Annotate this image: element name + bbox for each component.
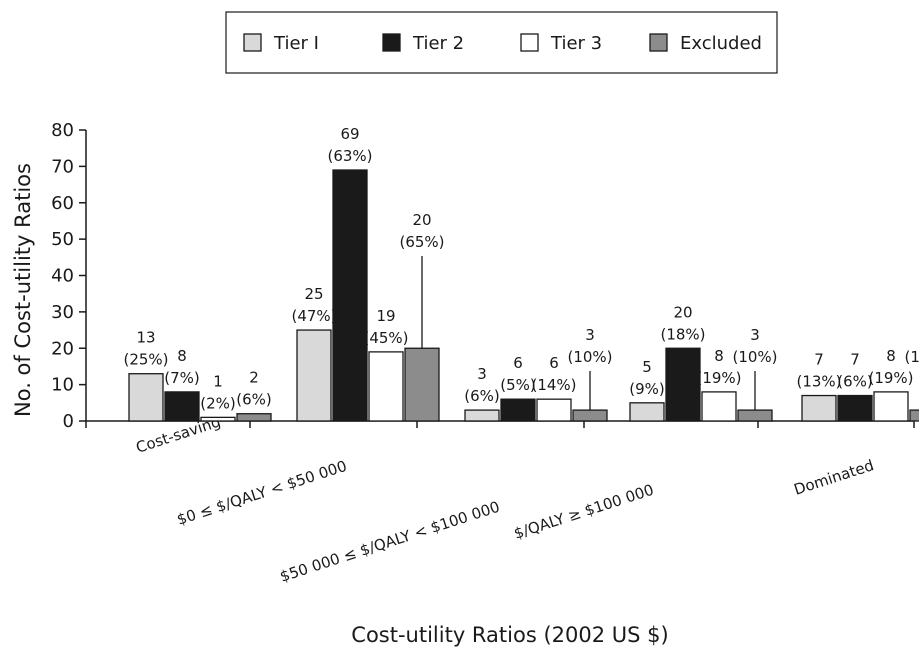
legend-swatch-tier-2 (382, 33, 401, 52)
bar-excluded (236, 413, 272, 422)
data-label-percent: (14%) (531, 376, 576, 394)
bar-tier-1 (296, 329, 332, 422)
y-tick-label: 40 (51, 266, 74, 287)
y-tick-label: 70 (51, 156, 74, 177)
data-label-percent: (13%) (796, 373, 841, 391)
x-category-label: Dominated (792, 456, 876, 499)
data-label-percent: (65%) (399, 233, 444, 251)
legend-swatch-excluded (649, 33, 668, 52)
y-tick-label: 60 (51, 193, 74, 214)
data-label-percent: (6%) (236, 391, 272, 409)
bars (128, 169, 919, 422)
data-label-percent: (7%) (164, 369, 200, 387)
legend-label-tier-2: Tier 2 (412, 33, 464, 54)
data-label-count: 7 (850, 351, 860, 369)
legend-swatch-tier-3 (520, 33, 539, 52)
data-label-percent: (5%) (500, 376, 536, 394)
data-label-percent: (19%) (868, 369, 913, 387)
bar-tier-2 (164, 391, 200, 422)
legend: Tier I Tier 2 Tier 3 Excluded (225, 11, 778, 74)
data-label-count: 6 (549, 354, 559, 372)
data-label-count: 3 (477, 365, 487, 383)
x-category-label: $50 000 ≤ $/QALY < $100 000 (278, 498, 502, 586)
bar-tier-3 (873, 391, 909, 422)
data-labels: 13 (25%) 8 (7%) 1 (2%) 2 (6%) 25 (47%) 69 (63%) 19 (4… (123, 125, 919, 412)
y-tick-label: 0 (63, 411, 74, 432)
bar-tier-3 (368, 351, 404, 422)
data-label-percent: (18%) (660, 325, 705, 343)
data-label-count: 6 (513, 354, 523, 372)
data-label-percent: (6%) (464, 387, 500, 405)
data-label-count: 3 (750, 326, 760, 344)
data-label-percent: (10%) (904, 348, 919, 366)
y-tick-label: 30 (51, 302, 74, 323)
data-label-count: 20 (673, 303, 692, 321)
data-label-count: 8 (714, 347, 724, 365)
bar-tier-3 (200, 416, 236, 422)
bar-excluded (909, 409, 919, 422)
bar-tier-1 (464, 409, 500, 422)
data-label-percent: (25%) (123, 351, 168, 369)
y-tick-label: 50 (51, 229, 74, 250)
x-category-label: $0 ≤ $/QALY < $50 000 (175, 457, 349, 529)
data-label-count: 8 (177, 347, 187, 365)
x-category-label: $/QALY ≥ $100 000 (512, 481, 656, 543)
data-label-count: 2 (249, 369, 259, 387)
bar-excluded (572, 409, 608, 422)
data-label-percent: (45%) (363, 329, 408, 347)
y-axis-title: No. of Cost-utility Ratios (11, 163, 35, 417)
data-label-count: 3 (585, 326, 595, 344)
data-label-count: 20 (412, 211, 431, 229)
data-label-percent: (2%) (200, 394, 236, 412)
x-axis-title: Cost-utility Ratios (2002 US $) (351, 623, 668, 647)
bar-tier-2 (332, 169, 368, 422)
data-label-count: 5 (642, 358, 652, 376)
data-label-count: 19 (376, 307, 395, 325)
bar-excluded (737, 409, 773, 422)
y-tick-label: 20 (51, 338, 74, 359)
y-tick-label: 80 (51, 120, 74, 141)
data-label-count: 8 (886, 347, 896, 365)
bar-tier-1 (128, 373, 164, 422)
data-label-percent: (47%) (291, 307, 336, 325)
legend-label-tier-3: Tier 3 (550, 33, 602, 54)
bar-tier-2 (500, 398, 536, 422)
data-label-percent: (63%) (327, 147, 372, 165)
data-label-count: 1 (213, 372, 223, 390)
data-label-count: 7 (814, 351, 824, 369)
bar-tier-2 (665, 347, 701, 422)
bar-tier-1 (801, 394, 837, 422)
data-label-percent: (19%) (696, 369, 741, 387)
legend-label-tier-1: Tier I (273, 33, 319, 54)
bar-tier-3 (701, 391, 737, 422)
data-label-percent: (6%) (837, 373, 873, 391)
legend-box (225, 11, 778, 74)
legend-swatch-tier-1 (243, 33, 262, 52)
bar-tier-2 (837, 394, 873, 422)
data-label-count: 13 (136, 329, 155, 347)
bar-excluded (404, 347, 440, 422)
data-label-count: 25 (304, 285, 323, 303)
data-label-percent: (10%) (567, 348, 612, 366)
data-label-count: 69 (340, 125, 359, 143)
data-label-percent: (9%) (629, 380, 665, 398)
y-tick-label: 10 (51, 375, 74, 396)
legend-label-excluded: Excluded (680, 33, 762, 54)
data-label-percent: (10%) (732, 348, 777, 366)
bar-tier-1 (629, 402, 665, 422)
bar-tier-3 (536, 398, 572, 422)
